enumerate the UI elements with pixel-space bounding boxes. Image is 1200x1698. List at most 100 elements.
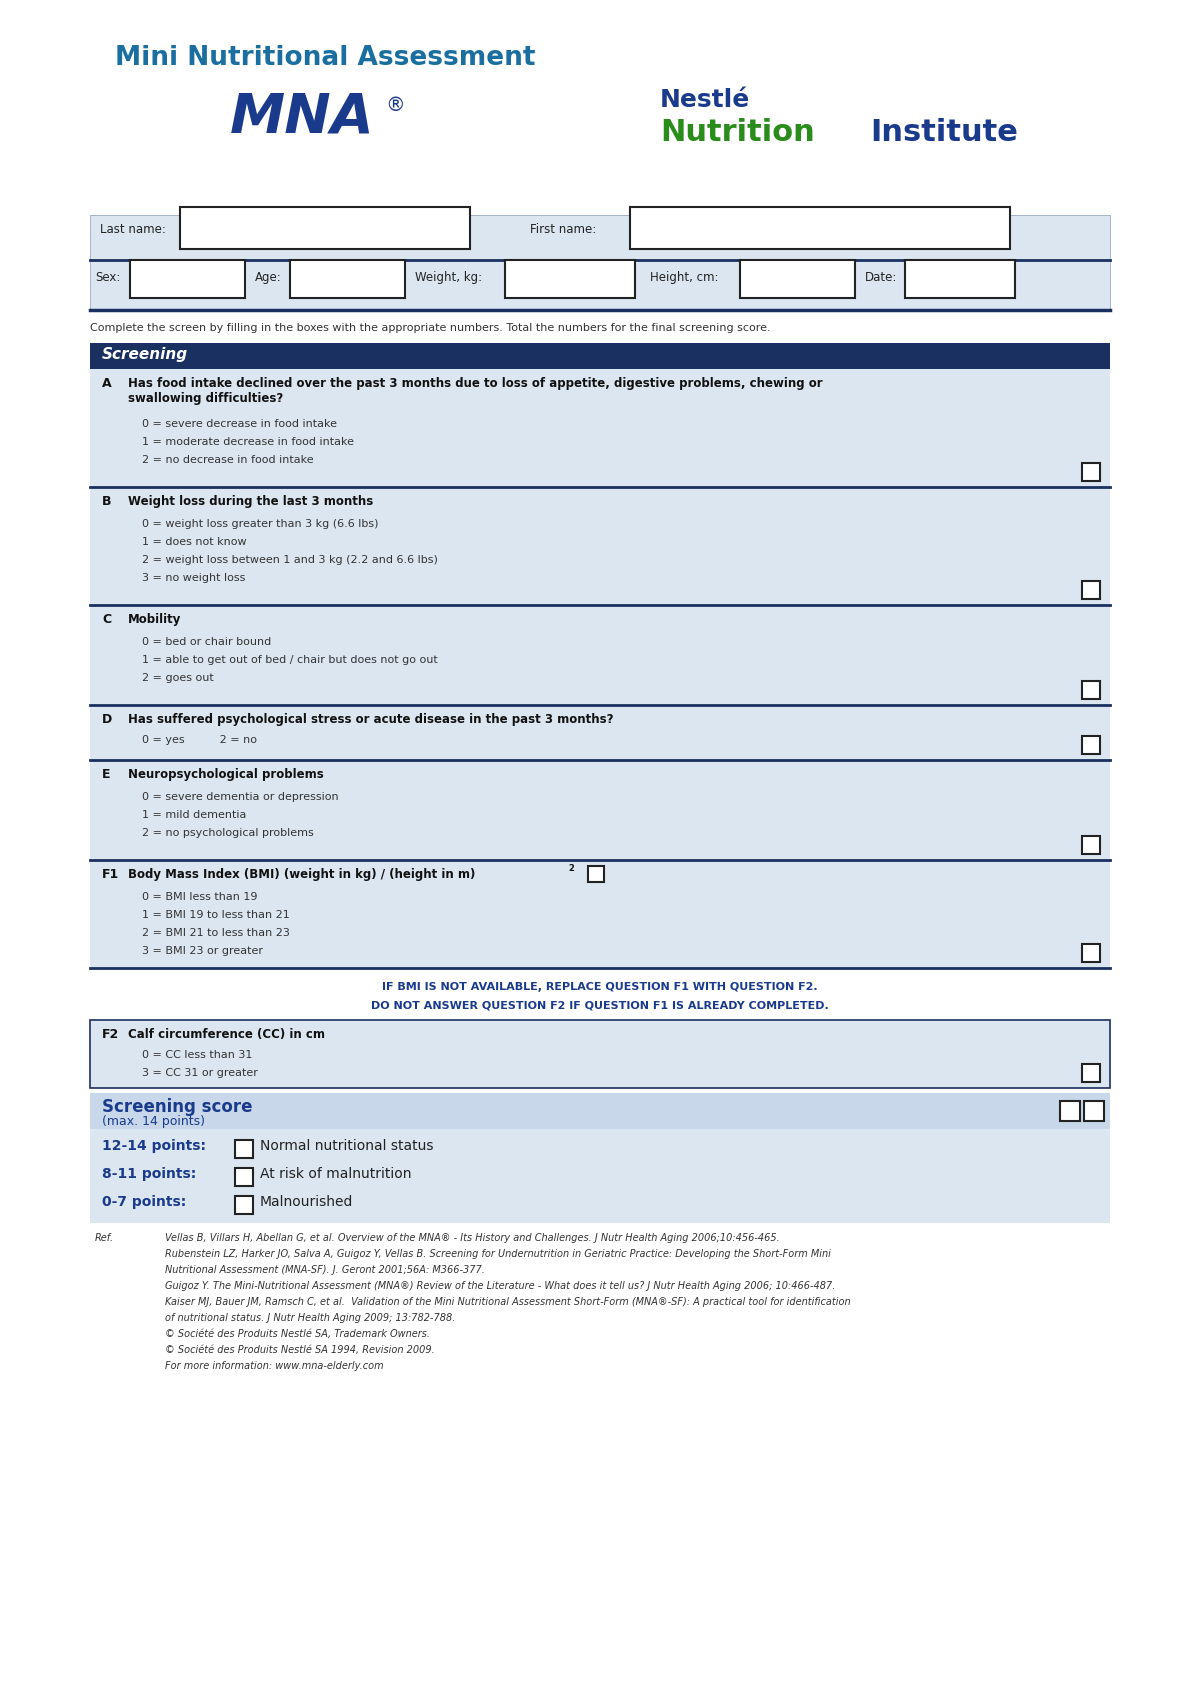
Text: 2 = goes out: 2 = goes out xyxy=(142,672,214,683)
Text: Rubenstein LZ, Harker JO, Salva A, Guigoz Y, Vellas B. Screening for Undernutrit: Rubenstein LZ, Harker JO, Salva A, Guigo… xyxy=(166,1250,830,1258)
Bar xyxy=(1082,944,1100,963)
Bar xyxy=(1082,581,1100,599)
Text: Malnourished: Malnourished xyxy=(260,1195,353,1209)
Bar xyxy=(740,260,854,299)
Text: Kaiser MJ, Bauer JM, Ramsch C, et al.  Validation of the Mini Nutritional Assess: Kaiser MJ, Bauer JM, Ramsch C, et al. Va… xyxy=(166,1297,851,1307)
Text: Normal nutritional status: Normal nutritional status xyxy=(260,1139,433,1153)
Text: 2: 2 xyxy=(568,864,574,873)
Text: 0 = yes          2 = no: 0 = yes 2 = no xyxy=(142,735,257,745)
Bar xyxy=(290,260,406,299)
Text: Weight, kg:: Weight, kg: xyxy=(415,272,482,284)
Bar xyxy=(1084,1100,1104,1121)
Bar xyxy=(90,1094,1110,1223)
Bar xyxy=(235,1168,253,1185)
Bar xyxy=(90,761,1110,859)
Text: E: E xyxy=(102,767,110,781)
Text: of nutritional status. J Nutr Health Aging 2009; 13:782-788.: of nutritional status. J Nutr Health Agi… xyxy=(166,1313,455,1323)
Text: Has suffered psychological stress or acute disease in the past 3 months?: Has suffered psychological stress or acu… xyxy=(128,713,613,727)
Text: © Société des Produits Nestlé SA, Trademark Owners.: © Société des Produits Nestlé SA, Tradem… xyxy=(166,1330,430,1340)
Text: 0 = bed or chair bound: 0 = bed or chair bound xyxy=(142,637,271,647)
Text: MNA: MNA xyxy=(230,90,374,144)
Text: 3 = BMI 23 or greater: 3 = BMI 23 or greater xyxy=(142,946,263,956)
Bar xyxy=(1082,735,1100,754)
Text: 3 = no weight loss: 3 = no weight loss xyxy=(142,572,245,582)
Text: 1 = able to get out of bed / chair but does not go out: 1 = able to get out of bed / chair but d… xyxy=(142,655,438,666)
Text: Sex:: Sex: xyxy=(95,272,120,284)
Text: 8-11 points:: 8-11 points: xyxy=(102,1167,197,1182)
Text: Height, cm:: Height, cm: xyxy=(650,272,719,284)
Text: Weight loss during the last 3 months: Weight loss during the last 3 months xyxy=(128,496,373,508)
Bar xyxy=(1060,1100,1080,1121)
Text: Vellas B, Villars H, Abellan G, et al. Overview of the MNA® - Its History and Ch: Vellas B, Villars H, Abellan G, et al. O… xyxy=(166,1233,780,1243)
Bar xyxy=(588,866,604,881)
Text: 12-14 points:: 12-14 points: xyxy=(102,1139,206,1153)
Text: 2 = no decrease in food intake: 2 = no decrease in food intake xyxy=(142,455,313,465)
Bar xyxy=(180,207,470,250)
Text: 1 = does not know: 1 = does not know xyxy=(142,537,247,547)
Text: Last name:: Last name: xyxy=(100,222,166,236)
Text: 0 = BMI less than 19: 0 = BMI less than 19 xyxy=(142,891,258,902)
Bar xyxy=(1082,1065,1100,1082)
Text: (max. 14 points): (max. 14 points) xyxy=(102,1116,205,1127)
Text: Has food intake declined over the past 3 months due to loss of appetite, digesti: Has food intake declined over the past 3… xyxy=(128,377,823,406)
Text: Age:: Age: xyxy=(256,272,282,284)
Bar xyxy=(905,260,1015,299)
Text: Mini Nutritional Assessment: Mini Nutritional Assessment xyxy=(115,46,535,71)
Bar xyxy=(90,368,1110,487)
Bar xyxy=(90,604,1110,705)
Text: © Société des Produits Nestlé SA 1994, Revision 2009.: © Société des Produits Nestlé SA 1994, R… xyxy=(166,1345,434,1355)
Bar xyxy=(630,207,1010,250)
Text: Complete the screen by filling in the boxes with the appropriate numbers. Total : Complete the screen by filling in the bo… xyxy=(90,323,770,333)
Text: Nutritional Assessment (MNA-SF). J. Geront 2001;56A: M366-377.: Nutritional Assessment (MNA-SF). J. Gero… xyxy=(166,1265,485,1275)
Bar xyxy=(90,859,1110,968)
Text: ®: ® xyxy=(385,97,404,115)
Text: For more information: www.mna-elderly.com: For more information: www.mna-elderly.co… xyxy=(166,1362,384,1370)
Text: Body Mass Index (BMI) (weight in kg) / (height in m): Body Mass Index (BMI) (weight in kg) / (… xyxy=(128,868,475,881)
Text: Screening score: Screening score xyxy=(102,1099,252,1116)
Text: F2: F2 xyxy=(102,1027,119,1041)
Text: Institute: Institute xyxy=(870,117,1018,148)
Text: 3 = CC 31 or greater: 3 = CC 31 or greater xyxy=(142,1068,258,1078)
Text: 2 = BMI 21 to less than 23: 2 = BMI 21 to less than 23 xyxy=(142,929,290,937)
Bar xyxy=(90,705,1110,761)
Text: Guigoz Y. The Mini-Nutritional Assessment (MNA®) Review of the Literature - What: Guigoz Y. The Mini-Nutritional Assessmen… xyxy=(166,1280,835,1290)
Bar xyxy=(1082,835,1100,854)
Text: At risk of malnutrition: At risk of malnutrition xyxy=(260,1167,412,1182)
Text: C: C xyxy=(102,613,112,627)
Text: Neuropsychological problems: Neuropsychological problems xyxy=(128,767,324,781)
Text: 0 = severe dementia or depression: 0 = severe dementia or depression xyxy=(142,791,338,801)
Text: 1 = BMI 19 to less than 21: 1 = BMI 19 to less than 21 xyxy=(142,910,289,920)
Text: F1: F1 xyxy=(102,868,119,881)
Text: Ref.: Ref. xyxy=(95,1233,114,1243)
Text: Screening: Screening xyxy=(102,346,188,362)
Bar xyxy=(90,487,1110,604)
Bar xyxy=(90,1094,1110,1129)
Text: Date:: Date: xyxy=(865,272,898,284)
Text: Calf circumference (CC) in cm: Calf circumference (CC) in cm xyxy=(128,1027,325,1041)
Text: 0 = CC less than 31: 0 = CC less than 31 xyxy=(142,1049,252,1060)
Text: Mobility: Mobility xyxy=(128,613,181,627)
Bar xyxy=(90,216,1110,311)
Bar xyxy=(505,260,635,299)
Text: 0 = weight loss greater than 3 kg (6.6 lbs): 0 = weight loss greater than 3 kg (6.6 l… xyxy=(142,520,378,530)
Text: 1 = moderate decrease in food intake: 1 = moderate decrease in food intake xyxy=(142,436,354,447)
Text: IF BMI IS NOT AVAILABLE, REPLACE QUESTION F1 WITH QUESTION F2.: IF BMI IS NOT AVAILABLE, REPLACE QUESTIO… xyxy=(382,981,818,992)
Text: 2 = no psychological problems: 2 = no psychological problems xyxy=(142,829,313,839)
Bar xyxy=(235,1195,253,1214)
Text: D: D xyxy=(102,713,113,727)
Text: First name:: First name: xyxy=(530,222,596,236)
Text: B: B xyxy=(102,496,112,508)
Text: 0 = severe decrease in food intake: 0 = severe decrease in food intake xyxy=(142,419,337,430)
Bar xyxy=(130,260,245,299)
Text: 0-7 points:: 0-7 points: xyxy=(102,1195,186,1209)
Bar xyxy=(90,343,1110,368)
Bar xyxy=(90,1020,1110,1088)
Text: Nutrition: Nutrition xyxy=(660,117,815,148)
Text: DO NOT ANSWER QUESTION F2 IF QUESTION F1 IS ALREADY COMPLETED.: DO NOT ANSWER QUESTION F2 IF QUESTION F1… xyxy=(371,1000,829,1010)
Text: 2 = weight loss between 1 and 3 kg (2.2 and 6.6 lbs): 2 = weight loss between 1 and 3 kg (2.2 … xyxy=(142,555,438,565)
Text: Nestlé: Nestlé xyxy=(660,88,750,112)
Text: 1 = mild dementia: 1 = mild dementia xyxy=(142,810,246,820)
Bar xyxy=(235,1139,253,1158)
Text: A: A xyxy=(102,377,112,391)
Bar xyxy=(1082,464,1100,481)
